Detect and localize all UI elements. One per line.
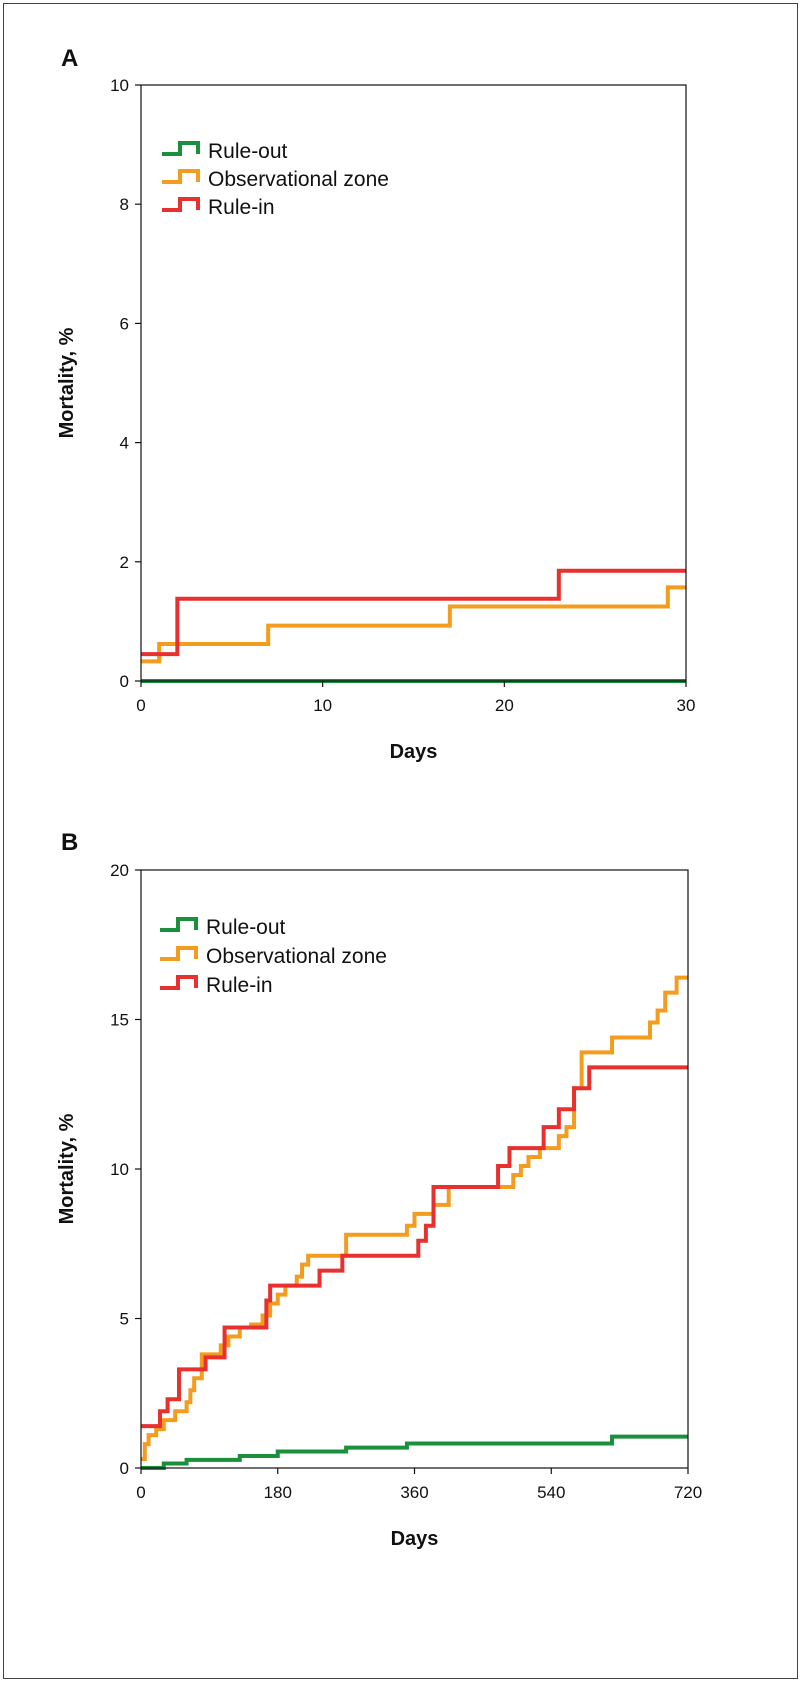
legend-swatch — [162, 197, 200, 212]
legend-label: Rule-out — [206, 916, 286, 939]
y-tick-label: 10 — [110, 76, 129, 95]
legend-swatch — [160, 917, 198, 932]
legend-swatch — [162, 141, 200, 156]
y-tick-label: 0 — [120, 1459, 129, 1478]
x-tick-label: 0 — [136, 696, 145, 715]
legend-swatch — [160, 946, 198, 961]
panel-letter: B — [61, 829, 78, 856]
x-tick-label: 0 — [136, 1483, 145, 1502]
legend-swatch — [162, 169, 200, 184]
y-tick-label: 15 — [110, 1011, 129, 1030]
x-tick-label: 360 — [400, 1483, 428, 1502]
x-tick-label: 10 — [313, 696, 332, 715]
y-tick-label: 20 — [110, 861, 129, 880]
y-tick-label: 2 — [120, 553, 129, 572]
x-tick-label: 540 — [537, 1483, 565, 1502]
y-axis-title: Mortality, % — [56, 327, 78, 438]
x-tick-label: 720 — [674, 1483, 702, 1502]
y-tick-label: 6 — [120, 314, 129, 333]
legend-label: Rule-in — [206, 974, 273, 997]
legend-swatch — [160, 975, 198, 990]
legend-label: Observational zone — [208, 168, 389, 191]
series-line-rule-in — [141, 568, 686, 657]
x-tick-label: 30 — [677, 696, 696, 715]
panel-letter: A — [61, 45, 78, 72]
y-tick-label: 5 — [120, 1310, 129, 1329]
x-axis-title: Days — [391, 1528, 439, 1550]
legend-label: Rule-out — [208, 140, 288, 163]
y-tick-label: 0 — [120, 672, 129, 691]
figure-frame — [3, 3, 798, 1679]
series-line-rule-in — [141, 1065, 688, 1429]
y-tick-label: 8 — [120, 195, 129, 214]
y-tick-label: 4 — [120, 434, 129, 453]
legend-label: Rule-in — [208, 196, 275, 219]
plot-area-frame — [140, 84, 687, 682]
series-line-rule-out — [141, 1434, 688, 1470]
x-axis-title: Days — [390, 741, 438, 763]
x-tick-label: 20 — [495, 696, 514, 715]
legend-label: Observational zone — [206, 945, 387, 968]
y-tick-label: 10 — [110, 1160, 129, 1179]
x-tick-label: 180 — [264, 1483, 292, 1502]
series-line-observational-zone — [141, 975, 688, 1462]
y-axis-title: Mortality, % — [56, 1113, 78, 1224]
